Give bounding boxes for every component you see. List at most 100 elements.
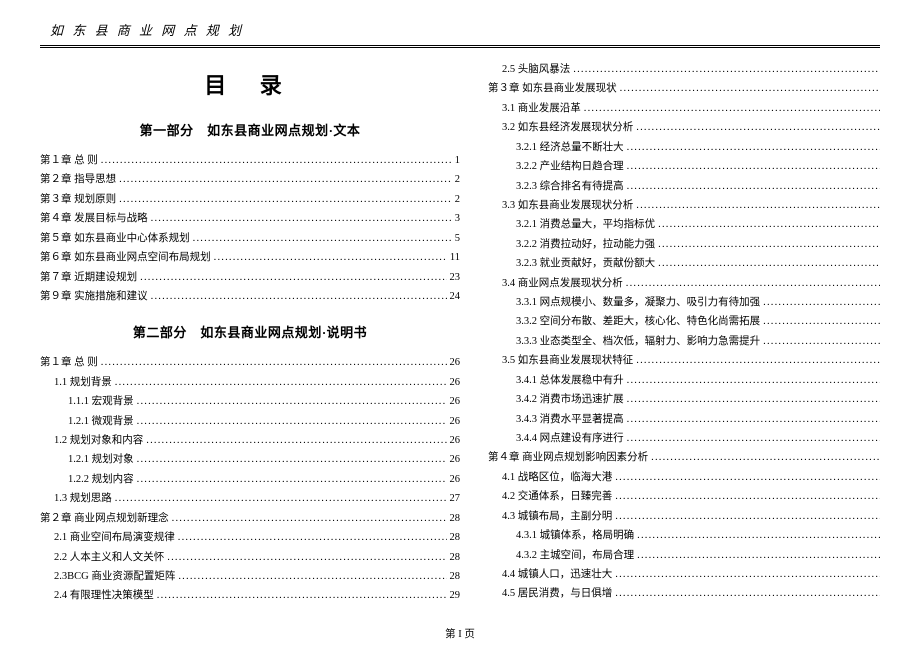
toc-leader-dots xyxy=(627,177,880,196)
right-column: 2.5 头脑风暴法30第３章 如东县商业发展现状323.1 商业发展沿革323.… xyxy=(488,60,880,620)
toc-entry-label: 2.5 头脑风暴法 xyxy=(502,60,570,79)
toc-leader-dots xyxy=(658,215,880,234)
toc-main-title: 目 录 xyxy=(40,68,460,100)
toc-leader-dots xyxy=(620,79,880,98)
toc-leader-dots xyxy=(157,586,447,605)
toc-entry-label: 第１章 总 则 xyxy=(40,151,98,170)
toc-entry: 第２章 商业网点规划新理念28 xyxy=(40,509,460,528)
part1-heading: 第一部分 如东县商业网点规划·文本 xyxy=(40,120,460,139)
toc-entry: 3.3.2 空间分布散、差距大，核心化、特色化尚需拓展35 xyxy=(488,312,880,331)
toc-entry: 4.1 战略区位，临海大港39 xyxy=(488,468,880,487)
toc-leader-dots xyxy=(636,118,880,137)
toc-leader-dots xyxy=(115,373,447,392)
toc-leader-dots xyxy=(763,312,880,331)
toc-entry: 3.2.3 综合排名有待提高33 xyxy=(488,177,880,196)
toc-entry: 2.5 头脑风暴法30 xyxy=(488,60,880,79)
toc-entry-label: 3.2 如东县经济发展现状分析 xyxy=(502,118,633,137)
toc-entry: 3.3.1 网点规模小、数量多，凝聚力、吸引力有待加强34 xyxy=(488,293,880,312)
toc-entry-label: 3.3.3 业态类型全、档次低，辐射力、影响力急需提升 xyxy=(516,332,760,351)
toc-leader-dots xyxy=(584,99,880,118)
toc-entry-label: 2.1 商业空间布局演变规律 xyxy=(54,528,175,547)
toc-entry: 第９章 实施措施和建议24 xyxy=(40,287,460,306)
toc-leader-dots xyxy=(615,487,880,506)
toc-entry: 3.5 如东县商业发展现状特征36 xyxy=(488,351,880,370)
toc-leader-dots xyxy=(137,470,447,489)
part2-entries: 第１章 总 则261.1 规划背景261.1.1 宏观背景261.2.1 微观背… xyxy=(40,353,460,605)
toc-leader-dots xyxy=(137,450,447,469)
toc-leader-dots xyxy=(178,567,446,586)
toc-leader-dots xyxy=(178,528,447,547)
part2-heading: 第二部分 如东县商业网点规划·说明书 xyxy=(40,322,460,341)
toc-entry: 1.2.1 规划对象26 xyxy=(40,450,460,469)
toc-leader-dots xyxy=(101,151,452,170)
toc-entry-label: 第３章 如东县商业发展现状 xyxy=(488,79,617,98)
toc-entry-label: 第２章 指导思想 xyxy=(40,170,116,189)
toc-leader-dots xyxy=(119,170,452,189)
toc-entry-label: 3.4.1 总体发展稳中有升 xyxy=(516,371,624,390)
toc-leader-dots xyxy=(627,390,880,409)
toc-entry-page: 26 xyxy=(450,450,461,469)
toc-entry: 1.1.1 宏观背景26 xyxy=(40,392,460,411)
toc-entry-page: 26 xyxy=(450,470,461,489)
toc-entry-label: 第４章 发展目标与战略 xyxy=(40,209,148,228)
toc-entry-label: 2.2 人本主义和人文关怀 xyxy=(54,548,164,567)
toc-entry: 第１章 总 则26 xyxy=(40,353,460,372)
toc-entry-label: 3.2.1 消费总量大，平均指标优 xyxy=(516,215,655,234)
toc-entry-label: 1.3 规划思路 xyxy=(54,489,112,508)
toc-entry-label: 4.3.2 主城空间，布局合理 xyxy=(516,546,634,565)
toc-entry-label: 1.1.1 宏观背景 xyxy=(68,392,134,411)
toc-entry-label: 4.3 城镇布局，主副分明 xyxy=(502,507,612,526)
toc-leader-dots xyxy=(627,410,880,429)
toc-entry: 第４章 商业网点规划影响因素分析39 xyxy=(488,448,880,467)
toc-entry-page: 5 xyxy=(455,229,460,248)
toc-entry: 4.4 城镇人口，迅速壮大40 xyxy=(488,565,880,584)
running-head: 如 东 县 商 业 网 点 规 划 xyxy=(40,18,880,46)
toc-leader-dots xyxy=(627,429,880,448)
toc-entry: 第３章 如东县商业发展现状32 xyxy=(488,79,880,98)
toc-entry-label: 1.1 规划背景 xyxy=(54,373,112,392)
toc-entry: 第５章 如东县商业中心体系规划5 xyxy=(40,229,460,248)
toc-leader-dots xyxy=(193,229,452,248)
toc-entry-label: 4.4 城镇人口，迅速壮大 xyxy=(502,565,612,584)
toc-entry: 1.2.2 规划内容 26 xyxy=(40,470,460,489)
toc-entry-label: 3.3.2 空间分布散、差距大，核心化、特色化尚需拓展 xyxy=(516,312,760,331)
toc-entry-page: 26 xyxy=(450,353,461,372)
toc-leader-dots xyxy=(763,293,880,312)
toc-leader-dots xyxy=(615,468,880,487)
toc-entry-label: 1.2.2 规划内容 xyxy=(68,470,134,489)
toc-leader-dots xyxy=(573,60,880,79)
toc-entry: 2.1 商业空间布局演变规律28 xyxy=(40,528,460,547)
toc-leader-dots xyxy=(615,507,880,526)
toc-entry: 第１章 总 则1 xyxy=(40,151,460,170)
toc-entry-label: 3.3 如东县商业发展现状分析 xyxy=(502,196,633,215)
toc-leader-dots xyxy=(146,431,446,450)
toc-entry-label: 3.4.2 消费市场迅速扩展 xyxy=(516,390,624,409)
toc-entry: 1.3 规划思路27 xyxy=(40,489,460,508)
toc-leader-dots xyxy=(115,489,447,508)
left-column: 目 录 第一部分 如东县商业网点规划·文本 第１章 总 则1第２章 指导思想 2 第… xyxy=(40,60,460,620)
toc-entry-label: 4.3.1 城镇体系，格局明确 xyxy=(516,526,634,545)
toc-entry: 3.4.3 消费水平显著提高37 xyxy=(488,410,880,429)
toc-entry-label: 3.5 如东县商业发展现状特征 xyxy=(502,351,633,370)
toc-entry: 4.3.2 主城空间，布局合理40 xyxy=(488,546,880,565)
toc-entry-label: 3.1 商业发展沿革 xyxy=(502,99,581,118)
toc-entry-label: 1.2 规划对象和内容 xyxy=(54,431,143,450)
toc-leader-dots xyxy=(658,254,880,273)
toc-entry-label: 3.4.3 消费水平显著提高 xyxy=(516,410,624,429)
toc-entry: 3.2.3 就业贡献好，贡献份额大34 xyxy=(488,254,880,273)
toc-entry: 第７章 近期建设规划23 xyxy=(40,268,460,287)
toc-leader-dots xyxy=(627,157,880,176)
toc-entry: 1.2.1 微观背景26 xyxy=(40,412,460,431)
toc-leader-dots xyxy=(658,235,880,254)
toc-leader-dots xyxy=(637,546,880,565)
toc-entry: 3.1 商业发展沿革32 xyxy=(488,99,880,118)
toc-entry-page: 3 xyxy=(455,209,460,228)
toc-leader-dots xyxy=(626,274,880,293)
toc-leader-dots xyxy=(651,448,880,467)
toc-entry-label: 3.2.2 产业结构日趋合理 xyxy=(516,157,624,176)
toc-entry-label: 3.2.3 就业贡献好，贡献份额大 xyxy=(516,254,655,273)
toc-entry: 3.4.1 总体发展稳中有升36 xyxy=(488,371,880,390)
toc-entry: 2.2 人本主义和人文关怀28 xyxy=(40,548,460,567)
toc-entry-page: 2 xyxy=(455,190,460,209)
toc-entry-page: 26 xyxy=(450,412,461,431)
